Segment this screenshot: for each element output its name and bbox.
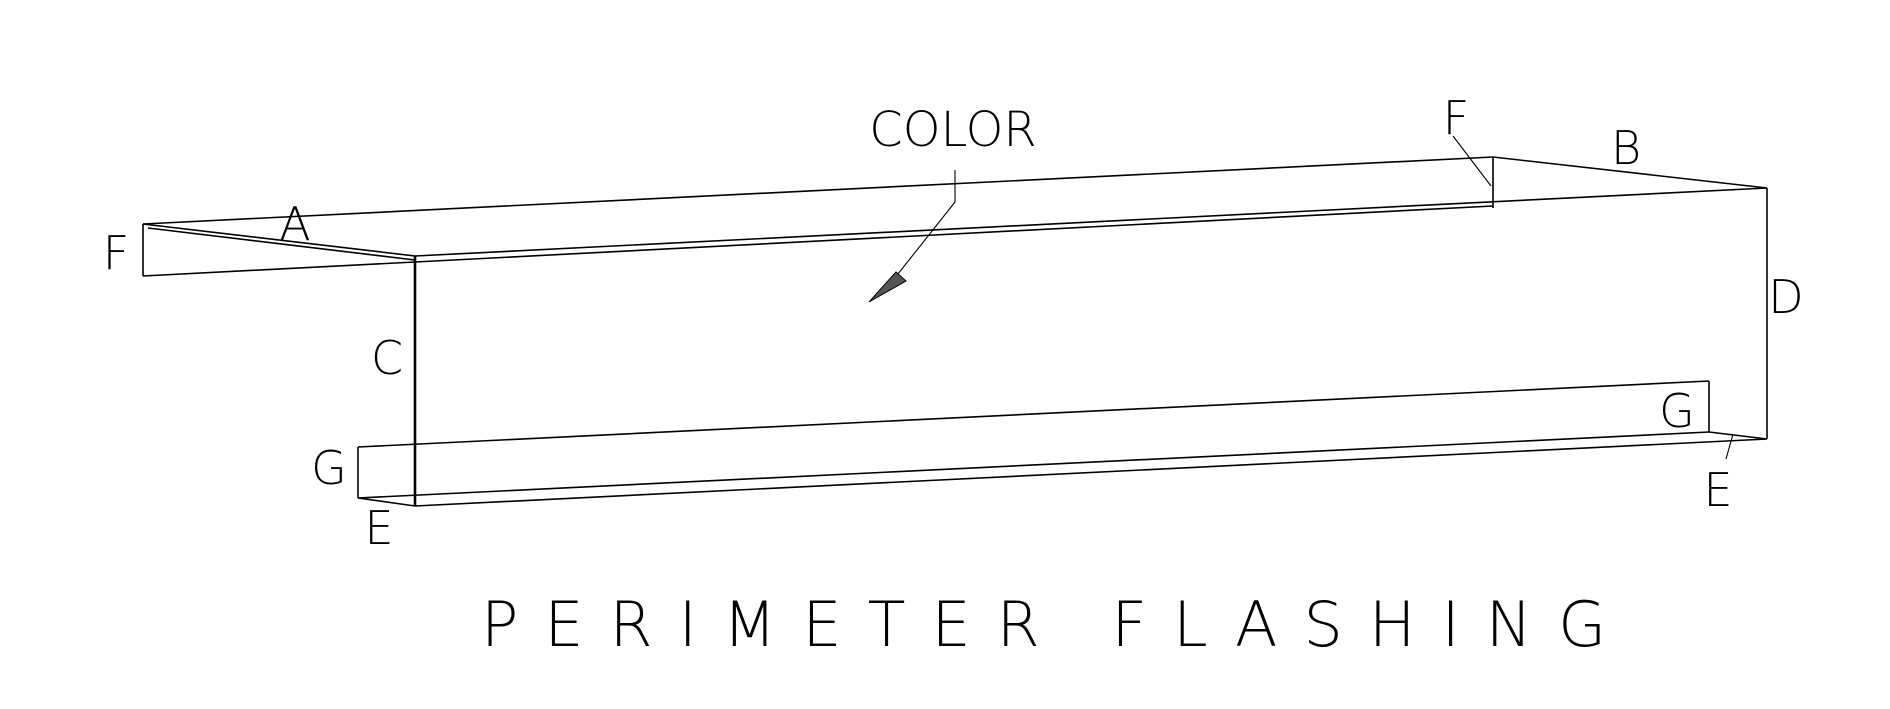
label-c: C: [371, 331, 403, 385]
label-d: D: [1768, 270, 1803, 324]
label-g-right: G: [1659, 384, 1695, 438]
callout-color: COLOR: [869, 102, 1036, 158]
label-a: A: [279, 197, 310, 251]
bottom-drip: [357, 380, 1768, 507]
arrow-color: [868, 271, 907, 303]
leader-color: [893, 170, 956, 280]
label-f-left: F: [103, 226, 129, 280]
left-hem: [142, 224, 416, 277]
label-b: B: [1611, 121, 1641, 175]
leader-e-right: [1725, 433, 1734, 460]
leader-lines: [868, 135, 1734, 460]
top-flange: [142, 156, 1768, 263]
label-e-left: E: [364, 501, 393, 555]
diagram-title: PERIMETER FLASHING: [481, 588, 1632, 661]
label-e-right: E: [1703, 463, 1732, 517]
label-f-right: F: [1443, 91, 1469, 145]
front-face: [413, 188, 1768, 506]
leader-f-right: [1452, 135, 1492, 187]
label-g-left: G: [311, 441, 347, 495]
